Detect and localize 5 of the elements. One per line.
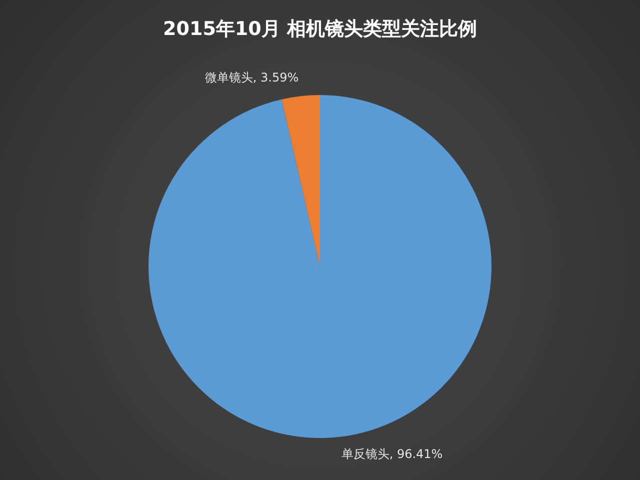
slice-label: 微单镜头 [204, 70, 253, 84]
chart-title: 2015年10月 相机镜头类型关注比例 [162, 17, 478, 42]
data-label: , 96.41% [389, 446, 443, 461]
slice-label: 单反镜头 [341, 446, 390, 461]
data-label: , 3.59% [252, 70, 299, 84]
